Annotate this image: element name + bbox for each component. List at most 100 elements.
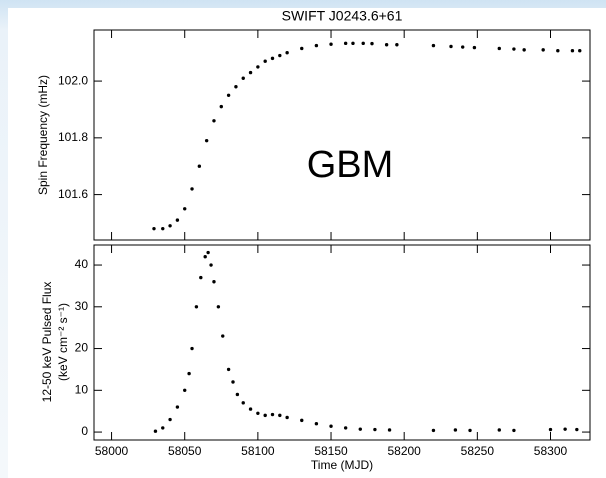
data-point	[241, 401, 245, 405]
data-point	[241, 76, 245, 80]
data-point	[278, 413, 282, 418]
x-tick-label: 58250	[461, 444, 495, 458]
data-point	[248, 407, 253, 411]
y-tick-label: 0	[81, 424, 88, 438]
y-tick-label: 102.0	[58, 73, 88, 87]
data-point	[168, 224, 172, 228]
data-point	[343, 426, 348, 430]
data-point	[263, 59, 267, 63]
data-point	[206, 250, 210, 255]
data-point	[219, 104, 223, 109]
data-point	[370, 41, 374, 46]
data-point	[212, 119, 216, 123]
data-point	[152, 226, 156, 231]
data-point	[541, 48, 545, 52]
data-point	[329, 42, 333, 46]
data-point	[183, 388, 187, 393]
chart-title: SWIFT J0243.6+61	[282, 8, 403, 24]
data-point	[256, 65, 260, 69]
data-point	[190, 187, 194, 191]
data-point	[431, 43, 436, 48]
data-point	[314, 422, 319, 426]
data-point	[270, 56, 275, 61]
y-tick-label: 30	[75, 299, 89, 313]
y-tick-label: 40	[75, 257, 89, 271]
data-point	[387, 428, 392, 432]
x-axis-label: Time (MJD)	[311, 458, 373, 472]
data-point	[190, 346, 194, 351]
plot-frame	[93, 29, 591, 241]
data-point	[203, 254, 207, 259]
data-point	[373, 427, 377, 432]
data-point	[570, 49, 575, 53]
data-point	[548, 427, 553, 432]
data-point	[461, 45, 465, 49]
data-point	[209, 263, 213, 267]
data-point	[161, 226, 165, 231]
data-point	[431, 428, 436, 433]
data-point	[512, 47, 516, 51]
y-tick-label: 20	[75, 341, 89, 355]
data-point	[161, 426, 165, 430]
data-point	[183, 207, 187, 211]
data-point	[187, 371, 191, 376]
data-point	[497, 428, 501, 432]
y-axis-label: 12-50 keV Pulsed Flux	[40, 282, 54, 403]
data-point	[216, 305, 221, 309]
data-point	[300, 418, 304, 423]
data-point	[270, 412, 275, 417]
data-point	[197, 164, 202, 168]
data-point	[472, 45, 477, 50]
data-point	[248, 70, 253, 75]
data-point	[235, 392, 240, 397]
y-axis-label: Spin Frequency (mHz)	[36, 75, 50, 195]
x-tick-label: 58150	[314, 444, 348, 458]
data-point	[343, 41, 348, 46]
canvas	[8, 8, 606, 478]
x-tick-label: 58300	[534, 444, 568, 458]
y-tick-label: 101.6	[58, 187, 88, 201]
y-tick-label: 10	[75, 382, 89, 396]
data-point	[194, 305, 199, 309]
data-point	[278, 53, 282, 58]
data-point	[231, 380, 235, 384]
data-point	[563, 427, 567, 431]
data-point	[453, 428, 458, 432]
x-tick-label: 58050	[168, 444, 202, 458]
data-point	[358, 427, 362, 431]
data-point	[314, 43, 319, 48]
y-tick-label: 101.8	[58, 130, 88, 144]
data-point	[575, 427, 579, 432]
x-tick-label: 58200	[387, 444, 421, 458]
data-point	[361, 41, 365, 46]
data-point	[234, 85, 238, 89]
data-point	[285, 51, 289, 55]
data-point	[221, 334, 225, 338]
x-tick-label: 58000	[95, 444, 129, 458]
annotation: GBM	[307, 144, 394, 186]
data-point	[285, 415, 289, 420]
data-point	[512, 428, 516, 433]
y-axis-label: (keV cm⁻² s⁻¹)	[56, 303, 70, 381]
data-point	[204, 138, 209, 143]
data-point	[263, 413, 267, 418]
data-point	[226, 367, 231, 372]
data-point	[226, 93, 231, 97]
data-point	[300, 46, 304, 51]
data-point	[329, 424, 333, 428]
data-point	[199, 275, 203, 280]
data-point	[578, 49, 582, 53]
data-point	[175, 405, 180, 409]
data-point	[153, 429, 158, 433]
plot-frame	[93, 244, 591, 441]
data-point	[384, 43, 389, 47]
data-point	[449, 44, 453, 49]
data-point	[256, 411, 260, 415]
data-point	[395, 43, 399, 47]
data-point	[522, 48, 526, 52]
data-point	[168, 417, 172, 422]
data-point	[212, 280, 216, 284]
data-point	[175, 218, 180, 222]
